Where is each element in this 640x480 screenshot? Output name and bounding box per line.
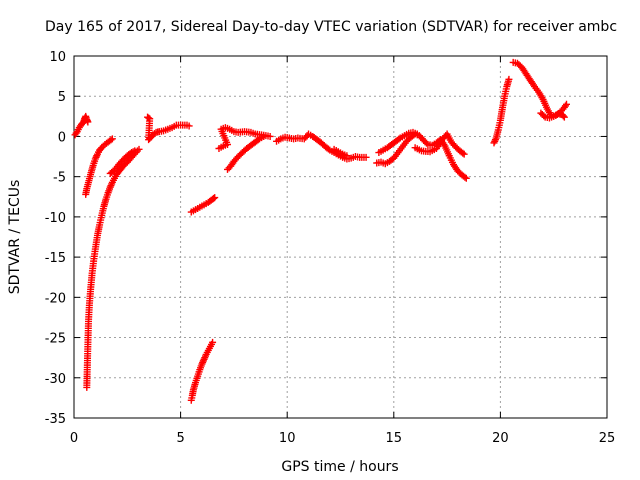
x-tick-label: 5 [176,431,184,446]
data-point [135,145,143,153]
data-point [201,354,209,362]
x-tick-label: 15 [386,431,403,446]
data-point [84,118,92,126]
data-point [254,136,262,144]
series-arc-9 [224,132,268,173]
data-point [91,155,99,163]
data-point [266,132,274,140]
data-point [461,173,469,181]
data-point [460,150,468,158]
series-arc-13 [375,128,421,157]
series-arc-3 [82,135,116,198]
data-point [491,136,499,144]
data-point [224,165,232,173]
data-point [209,338,217,346]
y-tick-label: 10 [49,50,66,65]
data-point [92,153,100,161]
data-point [108,180,116,188]
data-point [260,132,268,140]
data-point [491,137,499,145]
data-point [395,135,403,143]
series-arc-6 [187,194,219,216]
data-point [562,100,570,108]
data-point [198,360,206,368]
data-point [150,130,158,138]
data-point [201,352,209,360]
x-axis-title: GPS time / hours [281,459,398,475]
series-arc-14 [411,130,468,158]
data-point [107,136,115,144]
data-point [559,112,567,120]
plot-frame [73,55,608,419]
y-tick-label: -30 [45,372,66,387]
y-tick-label: -10 [45,211,66,226]
series-arc-4 [106,147,139,177]
data-point [413,130,421,138]
data-point [185,122,193,130]
y-tick-label: -25 [45,332,66,347]
data-point [343,152,351,160]
y-axis-title: SDTVAR / TECUs [7,180,23,295]
data-point [131,147,139,155]
data-point [211,194,219,202]
data-point [210,194,218,202]
data-point [72,129,80,137]
x-tick-label: 0 [70,431,78,446]
data-point [199,358,207,366]
data-point [199,357,207,365]
y-tick-label: 5 [58,90,66,105]
data-point [462,174,470,182]
data-point [98,144,106,152]
data-point [540,112,548,120]
x-tick-label: 10 [279,431,296,446]
data-point [561,102,569,110]
axis-ticks: 0 5 10 15 20 25 10 5 0 -5 -10 -15 -20 -25 -30 -35 [45,50,616,446]
y-tick-label: -35 [45,412,66,427]
series-arc-7 [187,338,217,404]
series-arc-12 [373,130,470,182]
chart-title: Day 165 of 2017, Sidereal Day-to-day VTE… [45,19,617,35]
data-point [459,149,467,157]
data-point [108,135,116,143]
x-tick-label: 20 [492,431,509,446]
data-point [129,148,137,156]
series-arc-17 [537,109,568,122]
data-points [71,58,570,404]
data-point [93,152,101,160]
data-point [145,114,153,122]
series-arc-15 [490,75,513,147]
x-tick-label: 25 [599,431,616,446]
data-point [490,139,498,147]
y-tick-label: -20 [45,291,66,306]
data-point [505,75,513,83]
data-point [560,113,568,121]
series-arc-5 [144,113,193,144]
data-point [422,139,430,147]
data-point [200,355,208,363]
series-arc-1 [71,112,92,139]
data-point [107,182,115,190]
data-point [128,149,136,157]
y-tick-label: 0 [58,130,66,145]
data-point [106,183,114,191]
y-tick-label: -15 [45,251,66,266]
data-point [362,153,370,161]
series-arc-11 [330,145,351,160]
y-tick-label: -5 [53,171,66,186]
